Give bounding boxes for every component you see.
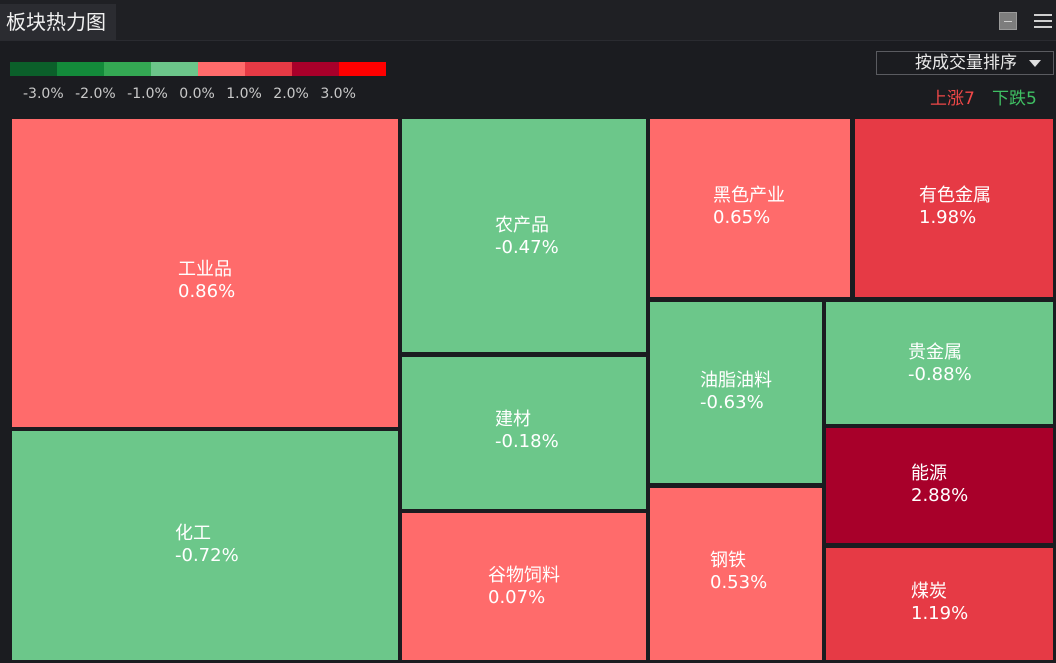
sector-tile[interactable]: 工业品 0.86% [12,119,398,427]
title-bar: 板块热力图 [0,0,1056,41]
color-legend [10,62,386,76]
legend-color-scale [10,62,386,76]
legend-swatch [339,62,386,76]
legend-swatch [198,62,245,76]
sector-name: 工业品 [178,259,232,280]
window-title: 板块热力图 [0,4,116,40]
hamburger-menu-icon[interactable] [1034,12,1054,30]
minimize-icon[interactable] [999,12,1017,30]
sector-change: 0.86% [178,281,236,302]
sector-name: 煤炭 [911,581,947,602]
sector-change: 0.07% [488,587,546,608]
chevron-down-icon [1029,60,1041,67]
legend-swatch [10,62,57,76]
legend-label: 2.0% [273,86,309,102]
sector-name: 黑色产业 [713,185,785,206]
sector-change: 1.98% [919,207,977,228]
sector-change: -0.72% [175,545,239,566]
sector-change: 2.88% [911,485,969,506]
sector-tile[interactable]: 建材 -0.18% [402,357,646,509]
sector-label: 谷物饲料 0.07% [488,565,560,609]
sector-label: 油脂油料 -0.63% [700,370,772,414]
sector-change: -0.47% [495,237,559,258]
sector-name: 谷物饲料 [488,565,560,586]
sector-change: 1.19% [911,603,969,624]
sector-name: 油脂油料 [700,370,772,391]
sector-label: 农产品 -0.47% [495,215,559,259]
sector-change: -0.63% [700,392,764,413]
sector-name: 建材 [495,409,531,430]
sector-name: 贵金属 [908,342,962,363]
sector-tile[interactable]: 化工 -0.72% [12,431,398,660]
sector-change: -0.88% [908,364,972,385]
sector-name: 农产品 [495,215,549,236]
down-count: 下跌5 [992,89,1037,109]
legend-swatch [57,62,104,76]
sector-name: 钢铁 [710,550,746,571]
sector-tile[interactable]: 有色金属 1.98% [855,119,1053,297]
sector-tile[interactable]: 油脂油料 -0.63% [650,302,822,483]
sector-name: 化工 [175,523,211,544]
sector-label: 煤炭 1.19% [911,581,968,625]
legend-labels: -3.0% -2.0% -1.0% 0.0% 1.0% 2.0% 3.0% [23,86,363,102]
sector-tile[interactable]: 黑色产业 0.65% [650,119,850,297]
sort-selected-label: 按成交量排序 [915,53,1017,73]
sector-tile[interactable]: 钢铁 0.53% [650,488,822,660]
sector-change: -0.18% [495,431,559,452]
legend-swatch [104,62,151,76]
sector-tile[interactable]: 煤炭 1.19% [826,548,1053,660]
legend-label: -3.0% [23,86,64,102]
up-count: 上涨7 [930,89,975,109]
legend-label: 3.0% [320,86,356,102]
legend-swatch [245,62,292,76]
sector-label: 贵金属 -0.88% [908,342,972,386]
sector-label: 建材 -0.18% [495,409,559,453]
legend-label: 0.0% [179,86,215,102]
sector-label: 化工 -0.72% [175,523,239,567]
sector-label: 能源 2.88% [911,463,968,507]
legend-label: -2.0% [75,86,116,102]
sector-change: 0.53% [710,572,768,593]
sector-name: 能源 [911,463,947,484]
sector-label: 钢铁 0.53% [710,550,767,594]
sector-label: 有色金属 1.98% [919,185,991,229]
sector-tile[interactable]: 贵金属 -0.88% [826,302,1053,424]
sector-tile[interactable]: 农产品 -0.47% [402,119,646,352]
sector-label: 工业品 0.86% [178,259,235,303]
sector-name: 有色金属 [919,185,991,206]
sector-label: 黑色产业 0.65% [713,185,785,229]
legend-label: -1.0% [127,86,168,102]
sector-tile[interactable]: 能源 2.88% [826,428,1053,543]
sector-tile[interactable]: 谷物饲料 0.07% [402,513,646,660]
legend-swatch [151,62,198,76]
sector-change: 0.65% [713,207,771,228]
legend-label: 1.0% [226,86,262,102]
sort-dropdown[interactable]: 按成交量排序 [876,51,1054,75]
legend-swatch [292,62,339,76]
